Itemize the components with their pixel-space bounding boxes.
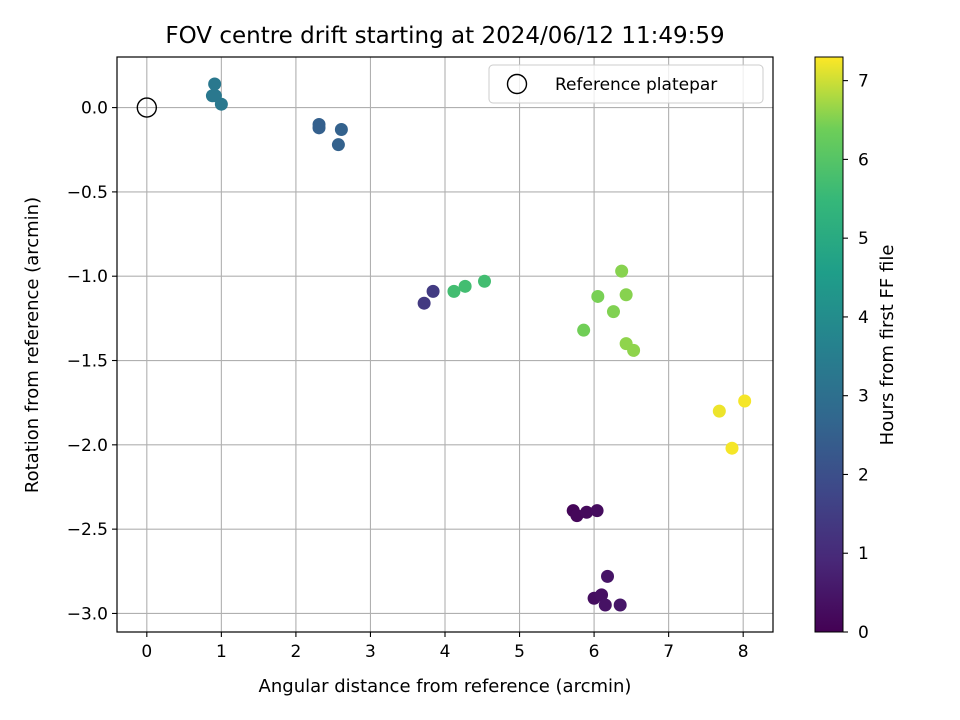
x-tick-label: 1	[216, 642, 227, 662]
x-axis-ticks: 0 1 2 3 4 5 6 7 8	[141, 632, 749, 662]
data-point	[214, 97, 228, 111]
colorbar-tick-label: 0	[858, 623, 869, 643]
data-point	[208, 77, 222, 91]
x-axis-label: Angular distance from reference (arcmin)	[259, 676, 632, 697]
legend-marker	[506, 73, 528, 95]
y-tick-label: −0.5	[67, 183, 108, 203]
y-axis-ticks: 0.0 −0.5 −1.0 −1.5 −2.0 −2.5 −3.0	[67, 99, 117, 624]
colorbar-gradient	[814, 56, 844, 633]
y-tick-label: −1.0	[67, 267, 108, 287]
data-point	[615, 264, 629, 278]
y-tick-label: −2.0	[67, 436, 108, 456]
data-point	[417, 296, 431, 310]
colorbar-tick-label: 6	[858, 150, 869, 170]
colorbar-label: Hours from first FF file	[877, 245, 898, 446]
legend: Reference platepar	[488, 64, 764, 104]
data-point	[458, 279, 472, 293]
colorbar-ticks: 0 1 2 3 4 5 6 7	[843, 72, 869, 643]
data-point	[447, 284, 461, 298]
y-tick-label: −1.5	[67, 352, 108, 372]
data-point	[591, 289, 605, 303]
y-tick-label: −3.0	[67, 604, 108, 624]
x-tick-label: 8	[738, 642, 749, 662]
data-point	[478, 274, 492, 288]
x-tick-label: 6	[589, 642, 600, 662]
y-axis-label: Rotation from reference (arcmin)	[22, 197, 43, 493]
data-point	[577, 323, 591, 337]
x-tick-label: 7	[663, 642, 674, 662]
reference-platepar-marker	[136, 97, 158, 118]
data-point	[606, 305, 620, 319]
chart-title: FOV centre drift starting at 2024/06/12 …	[165, 23, 724, 49]
data-point	[590, 504, 604, 518]
colorbar-tick-label: 3	[858, 387, 869, 407]
data-point	[595, 588, 609, 602]
data-point	[627, 343, 641, 357]
data-point	[312, 121, 326, 135]
colorbar-tick-label: 4	[858, 308, 869, 328]
colorbar-tick-label: 5	[858, 229, 869, 249]
y-tick-label: 0.0	[81, 99, 108, 119]
colorbar-tick-label: 7	[858, 72, 869, 92]
colorbar-tick-label: 1	[858, 544, 869, 564]
data-point	[738, 394, 752, 408]
data-point	[601, 569, 615, 583]
reference-marker-layer	[136, 97, 158, 118]
data-point	[426, 284, 440, 298]
data-point	[725, 441, 739, 455]
data-point	[712, 404, 726, 418]
colorbar-tick-label: 2	[858, 465, 869, 485]
data-points	[205, 77, 752, 612]
legend-entry: Reference platepar	[555, 75, 717, 95]
grid	[117, 57, 773, 632]
x-tick-label: 3	[365, 642, 376, 662]
x-tick-label: 2	[290, 642, 301, 662]
colorbar: 0 1 2 3 4 5 6 7 Hours from first FF file	[814, 56, 898, 643]
data-point	[334, 123, 348, 137]
data-point	[619, 288, 633, 302]
legend-box	[488, 64, 764, 104]
data-point	[598, 598, 612, 612]
data-point	[580, 505, 594, 519]
x-tick-label: 0	[141, 642, 152, 662]
x-tick-label: 4	[440, 642, 451, 662]
y-tick-label: −2.5	[67, 520, 108, 540]
data-point	[331, 138, 345, 152]
x-tick-label: 5	[514, 642, 525, 662]
data-point	[613, 598, 627, 612]
